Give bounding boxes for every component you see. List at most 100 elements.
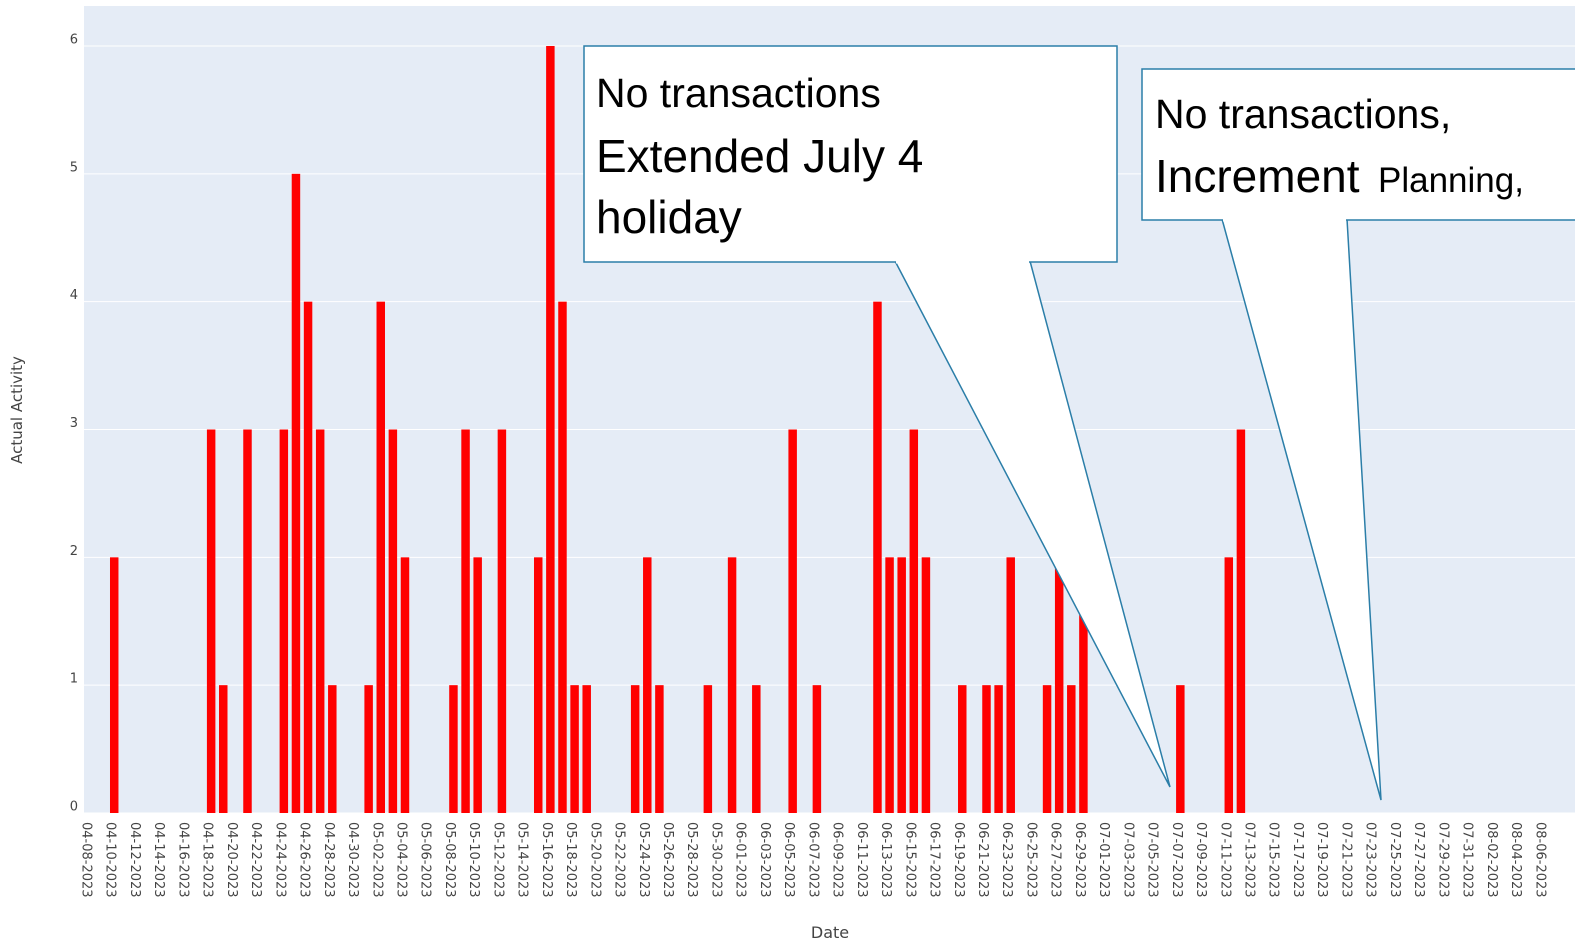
x-tick-label: 07-21-2023	[1338, 822, 1353, 898]
bar	[921, 557, 931, 813]
x-tick-label: 04-24-2023	[272, 822, 287, 898]
bar	[388, 429, 398, 813]
bar	[994, 685, 1003, 813]
x-tick-label: 04-22-2023	[248, 822, 263, 898]
bar	[449, 685, 458, 813]
x-tick-label: 07-09-2023	[1193, 822, 1208, 898]
x-tick-label: 04-30-2023	[345, 822, 360, 898]
x-tick-label: 06-27-2023	[1048, 822, 1063, 898]
x-tick-label: 06-23-2023	[999, 822, 1014, 898]
bars	[109, 46, 1246, 814]
x-tick-label: 04-18-2023	[200, 822, 215, 898]
x-tick-label: 06-29-2023	[1072, 822, 1087, 898]
y-tick-label: 1	[70, 672, 78, 687]
y-tick-label: 3	[70, 416, 78, 431]
bar	[873, 301, 882, 813]
x-tick-label: 05-12-2023	[490, 822, 505, 898]
x-axis-label: Date	[811, 923, 849, 942]
bar	[643, 557, 652, 813]
x-tick-label: 06-11-2023	[854, 822, 869, 898]
y-tick-label: 6	[70, 33, 78, 48]
bar	[400, 557, 410, 813]
x-tick-label: 04-28-2023	[321, 822, 336, 898]
bar	[958, 685, 967, 813]
x-tick-label: 04-16-2023	[175, 822, 190, 898]
bar	[303, 301, 313, 813]
x-tick-label: 05-22-2023	[612, 822, 627, 898]
x-tick-label: 04-14-2023	[151, 822, 166, 898]
x-tick-label: 04-20-2023	[224, 822, 239, 898]
bar	[328, 685, 337, 813]
bar	[909, 429, 919, 813]
x-tick-label: 07-31-2023	[1460, 822, 1475, 898]
x-tick-label: 05-02-2023	[369, 822, 384, 898]
x-tick-label: 04-26-2023	[297, 822, 312, 898]
bar	[1067, 685, 1076, 813]
bar	[243, 429, 252, 813]
bar	[534, 557, 543, 813]
bar	[558, 301, 567, 813]
bar	[788, 429, 797, 813]
x-tick-label: 05-18-2023	[563, 822, 578, 898]
y-tick-label: 0	[70, 800, 78, 815]
x-tick-label: 06-19-2023	[951, 822, 966, 898]
annotation-line: Extended July 4	[596, 130, 923, 182]
x-tick-label: 07-15-2023	[1266, 822, 1281, 898]
x-tick-label: 07-29-2023	[1435, 822, 1450, 898]
bar	[315, 429, 325, 813]
y-tick-label: 4	[70, 288, 78, 303]
bar	[219, 685, 228, 813]
bar	[291, 173, 301, 814]
callout: No transactions, Increment Planning,	[1141, 68, 1575, 801]
annotation-line: Increment	[1155, 150, 1360, 202]
x-tick-label: 06-15-2023	[902, 822, 917, 898]
bar	[279, 429, 289, 813]
x-tick-label: 07-11-2023	[1217, 822, 1232, 898]
x-tick-label: 08-04-2023	[1508, 822, 1523, 898]
x-tick-label: 07-19-2023	[1314, 822, 1329, 898]
x-tick-label: 07-07-2023	[1169, 822, 1184, 898]
annotation-line: Planning,	[1378, 161, 1524, 200]
bar	[1224, 557, 1234, 813]
callout-box	[583, 45, 1118, 263]
x-tick-label: 07-03-2023	[1120, 822, 1135, 898]
bar	[630, 685, 640, 813]
y-tick-label: 5	[70, 160, 78, 175]
x-tick-label: 05-08-2023	[442, 822, 457, 898]
bar	[546, 46, 555, 813]
annotation-line: No transactions	[596, 70, 881, 116]
x-tick-label: 05-26-2023	[660, 822, 675, 898]
bar	[703, 685, 713, 813]
x-tick-label: 05-04-2023	[393, 822, 408, 898]
annotation-line: holiday	[596, 191, 742, 243]
x-tick-label: 06-07-2023	[805, 822, 820, 898]
bar	[982, 685, 991, 813]
bar	[1176, 685, 1185, 813]
x-tick-label: 07-17-2023	[1290, 822, 1305, 898]
bar	[812, 685, 822, 813]
bar	[1006, 557, 1015, 813]
x-tick-label: 06-13-2023	[878, 822, 893, 898]
x-tick-label: 05-24-2023	[636, 822, 651, 898]
labels: 0 1 2 3 4 5 6 04-08-2023 04-10-2023 04-12-2023 04-…	[70, 33, 1548, 898]
x-tick-label: 06-25-2023	[1023, 822, 1038, 898]
x-tick-label: 07-23-2023	[1363, 822, 1378, 898]
x-tick-label: 08-06-2023	[1532, 822, 1547, 898]
bar	[897, 557, 906, 813]
bar	[109, 557, 119, 813]
x-tick-label: 04-12-2023	[127, 822, 142, 898]
x-tick-label: 07-13-2023	[1242, 822, 1257, 898]
x-tick-label: 06-01-2023	[733, 822, 748, 898]
x-tick-label: 04-08-2023	[79, 822, 94, 898]
x-tick-label: 08-02-2023	[1484, 822, 1499, 898]
x-tick-label: 05-30-2023	[708, 822, 723, 898]
x-tick-label: 04-10-2023	[103, 822, 118, 898]
x-tick-label: 06-21-2023	[975, 822, 990, 898]
x-tick-label: 07-01-2023	[1096, 822, 1111, 898]
bar	[376, 301, 385, 813]
x-tick-label: 05-16-2023	[539, 822, 554, 898]
bar	[752, 685, 761, 813]
x-tick-label: 05-06-2023	[418, 822, 433, 898]
bar	[1236, 429, 1246, 813]
